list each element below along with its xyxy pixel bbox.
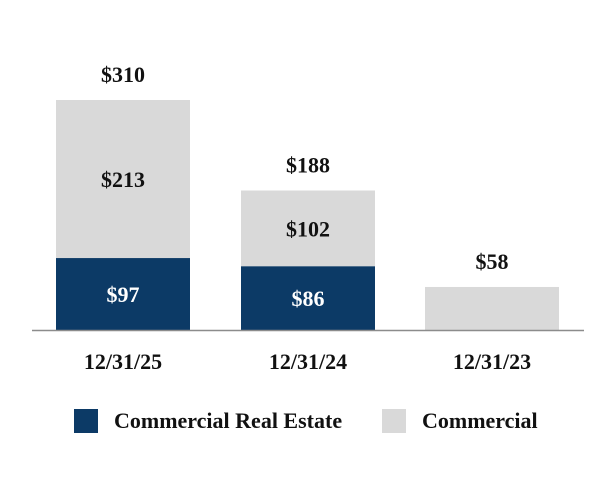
bar-commercial-12-31-24 (241, 190, 375, 267)
data-label-commercial-12-31-24: $102 (286, 216, 330, 241)
legend-label-commercial-real-estate: Commercial Real Estate (114, 408, 343, 433)
bar-commercial-12-31-23 (425, 286, 559, 330)
labels-group: $97 $213 $310 12/31/25 $86 $102 $188 12/31/24 $5… (84, 62, 531, 374)
bars-group (56, 100, 559, 330)
legend: Commercial Real Estate Commercial (0, 408, 614, 442)
legend-swatch-commercial (382, 409, 406, 433)
legend-item-commercial: Commercial (382, 408, 538, 434)
total-label-12-31-23: $58 (476, 249, 509, 274)
bar-commercial-12-31-25 (56, 100, 190, 259)
x-tick-label-12-31-25: 12/31/25 (84, 349, 162, 374)
data-label-commercial-real-estate-12-31-25: $97 (107, 282, 140, 307)
data-label-commercial-real-estate-12-31-24: $86 (292, 286, 325, 311)
bar-commercial-real-estate-12-31-25 (56, 258, 190, 330)
legend-label-commercial: Commercial (422, 408, 538, 433)
x-tick-label-12-31-24: 12/31/24 (269, 349, 347, 374)
legend-item-commercial-real-estate: Commercial Real Estate (74, 408, 342, 434)
bar-commercial-real-estate-12-31-24 (241, 266, 375, 330)
total-label-12-31-24: $188 (286, 153, 330, 178)
x-tick-label-12-31-23: 12/31/23 (453, 349, 531, 374)
legend-swatch-commercial-real-estate (74, 409, 98, 433)
data-label-commercial-12-31-25: $213 (101, 167, 145, 192)
total-label-12-31-25: $310 (101, 62, 145, 87)
